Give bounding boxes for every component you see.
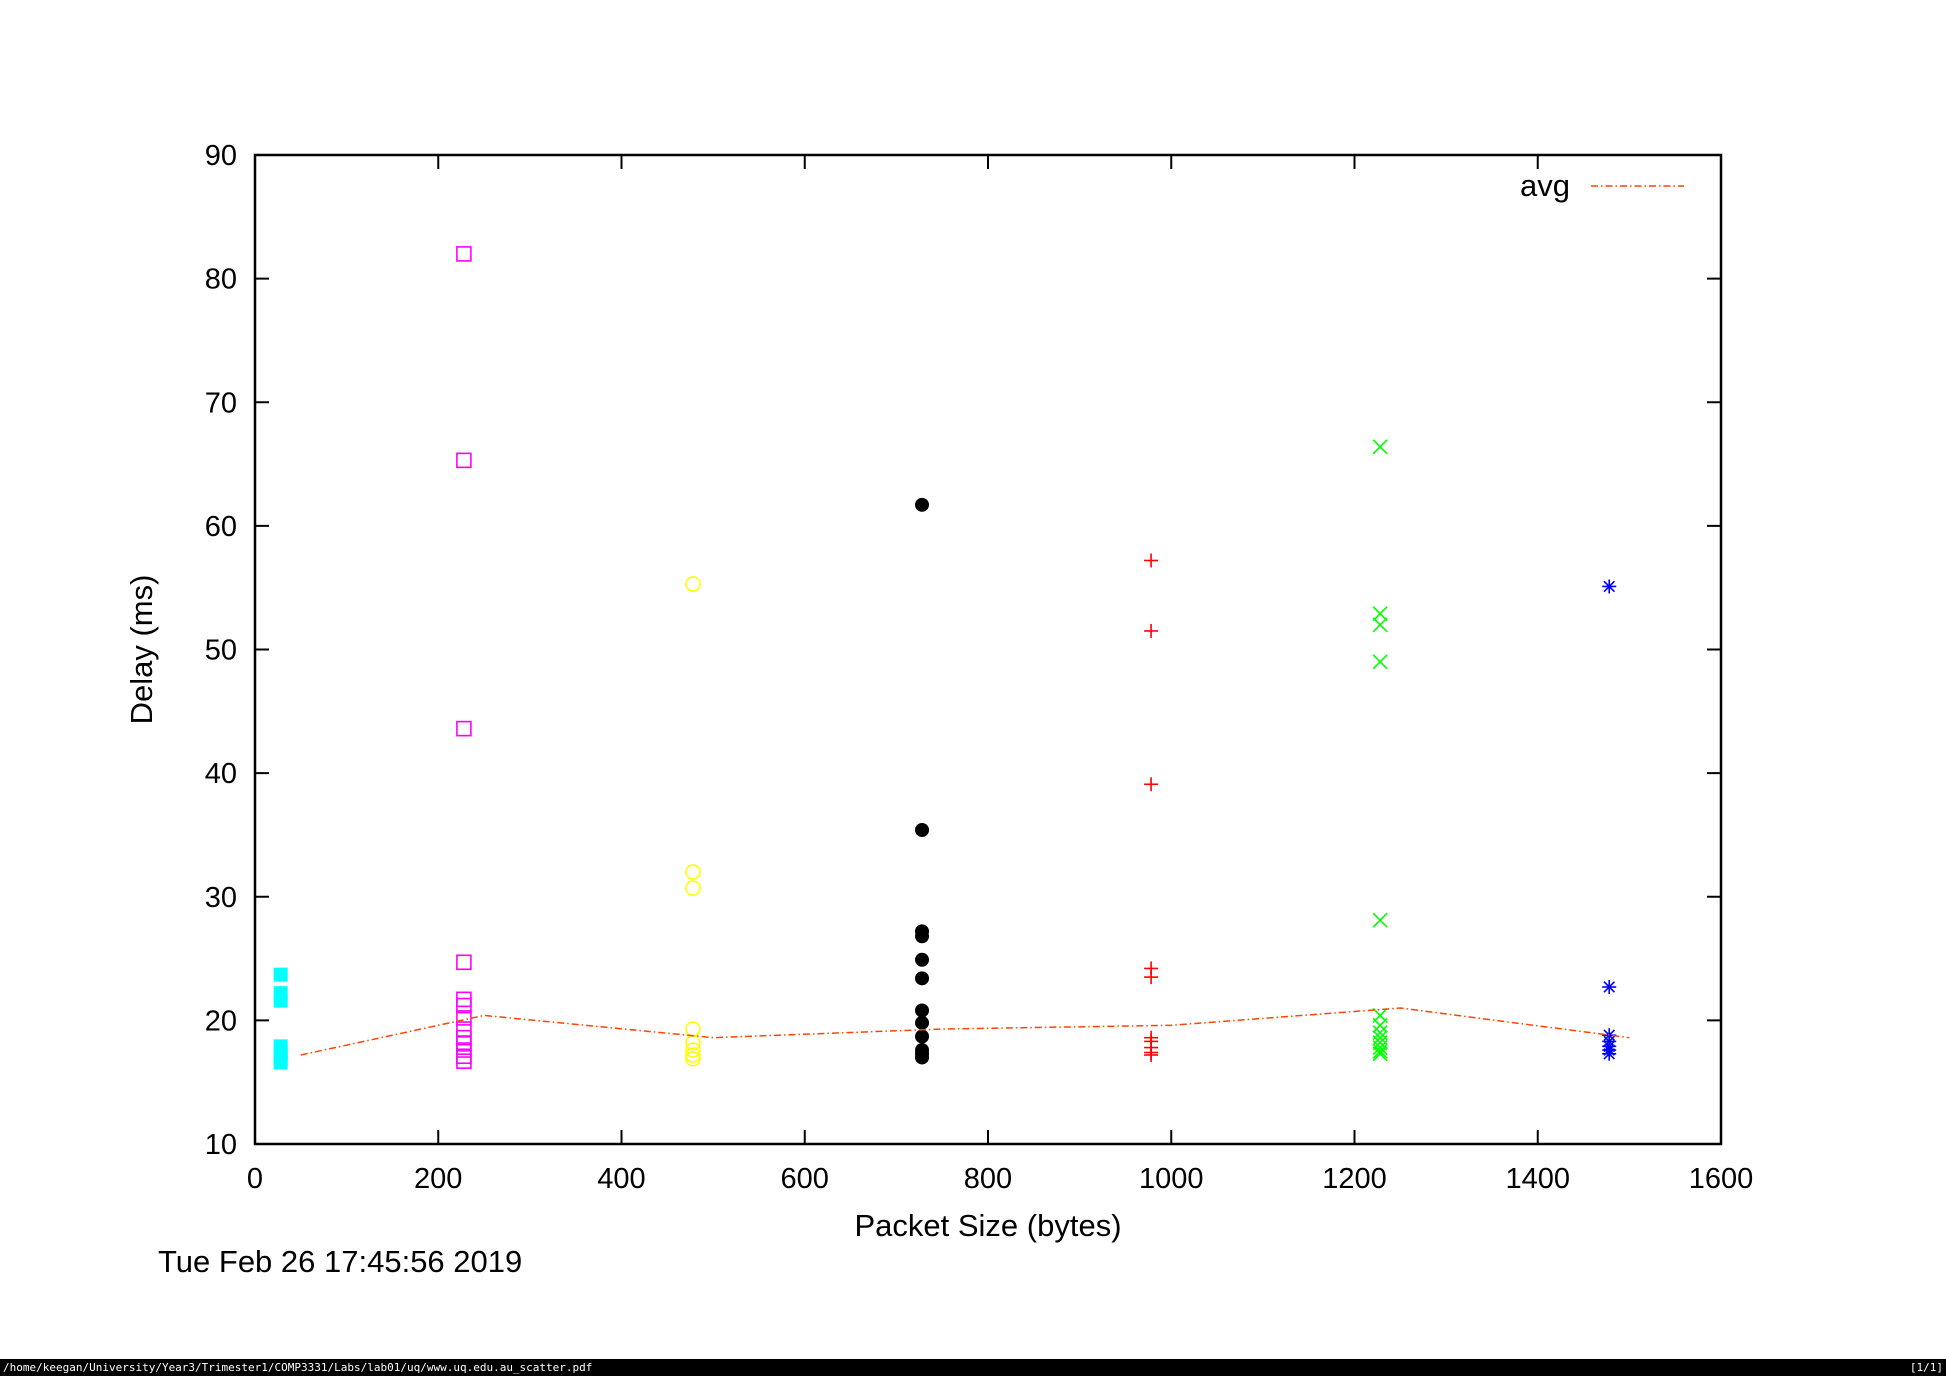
data-point [915, 929, 930, 944]
data-point [456, 991, 472, 1008]
data-point [273, 967, 288, 982]
data-point [915, 1050, 930, 1065]
y-tick-label: 80 [205, 264, 237, 296]
data-point [1602, 579, 1617, 594]
x-tick-label: 1400 [1505, 1163, 1570, 1195]
data-point [1372, 1043, 1388, 1059]
data-point [685, 576, 701, 592]
data-point [273, 1055, 288, 1070]
x-tick-label: 600 [781, 1163, 829, 1195]
x-tick-label: 1600 [1689, 1163, 1754, 1195]
x-tick-label: 800 [964, 1163, 1012, 1195]
tick-labels: 0 200 400 600 800 1000 1200 1400 1600 10 20 30 40 50 6… [205, 140, 1754, 1195]
data-point [1372, 912, 1388, 928]
x-axis-label: Packet Size (bytes) [854, 1208, 1121, 1243]
data-point [1372, 606, 1388, 622]
data-point [1372, 1017, 1388, 1033]
data-point [456, 1021, 472, 1037]
data-point [915, 822, 930, 837]
data-marks [273, 246, 1630, 1070]
data-point [915, 1003, 930, 1018]
data-point [915, 497, 930, 512]
data-point [273, 993, 288, 1008]
x-tick-label: 200 [414, 1163, 462, 1195]
y-tick-label: 50 [205, 635, 237, 667]
y-axis-label: Delay (ms) [124, 575, 159, 725]
data-point [685, 1021, 701, 1037]
data-point [456, 1053, 472, 1069]
legend: avg [1520, 168, 1684, 203]
data-point [456, 997, 472, 1014]
data-point [685, 880, 701, 896]
y-tick-label: 30 [205, 882, 237, 914]
plot-frame [253, 153, 1723, 1146]
data-point [1372, 1046, 1388, 1062]
data-point [456, 720, 472, 737]
data-point [685, 1050, 701, 1067]
data-point [915, 1015, 930, 1030]
legend-label-avg: avg [1520, 168, 1570, 203]
data-point [1602, 1046, 1617, 1061]
data-point [685, 1047, 701, 1063]
y-tick-label: 40 [205, 758, 237, 790]
y-tick-label: 70 [205, 387, 237, 419]
data-point [1372, 617, 1388, 633]
page-indicator: [1/1] [1909, 1361, 1943, 1374]
y-tick-label: 60 [205, 511, 237, 543]
data-point [1372, 654, 1388, 670]
data-point [1144, 553, 1159, 568]
x-tick-label: 400 [597, 1163, 645, 1195]
data-point [456, 954, 472, 971]
file-path: /home/keegan/University/Year3/Trimester1… [3, 1361, 593, 1374]
data-point [915, 952, 930, 967]
data-point [915, 971, 930, 986]
data-point [1144, 1047, 1159, 1062]
x-tick-label: 1200 [1322, 1163, 1387, 1195]
data-point [1602, 979, 1617, 994]
data-point [1372, 1040, 1388, 1056]
data-point [685, 864, 701, 880]
data-point [1372, 439, 1388, 455]
status-bar: /home/keegan/University/Year3/Trimester1… [0, 1359, 1946, 1376]
timestamp: Tue Feb 26 17:45:56 2019 [158, 1244, 523, 1279]
x-tick-label: 0 [247, 1163, 263, 1195]
y-tick-label: 20 [205, 1005, 237, 1037]
data-point [456, 452, 472, 469]
y-tick-label: 90 [205, 140, 237, 172]
data-point [1144, 623, 1159, 638]
data-point [915, 1029, 930, 1044]
data-point [1144, 777, 1159, 792]
avg-line [300, 1007, 1630, 1056]
data-point [1144, 970, 1159, 985]
data-point [456, 246, 472, 262]
data-point [685, 1042, 701, 1058]
y-tick-label: 10 [205, 1129, 237, 1161]
axis-ticks [254, 154, 1722, 1145]
x-tick-label: 1000 [1139, 1163, 1204, 1195]
